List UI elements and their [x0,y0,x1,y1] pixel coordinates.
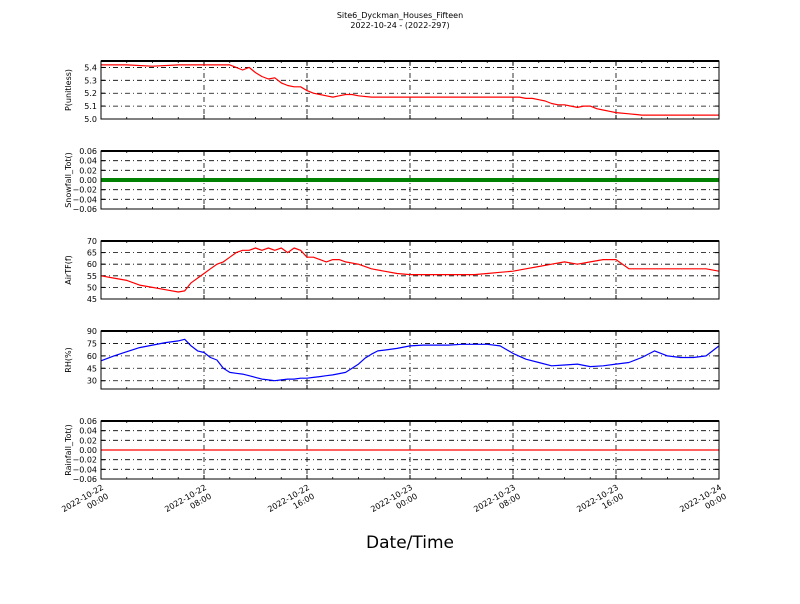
y-tick-label: 45 [87,295,97,304]
y-tick-label: 0.06 [79,417,97,426]
y-tick-label: 5.0 [84,115,97,124]
y-tick-label: 5.3 [84,76,97,85]
series-line-1 [101,64,719,116]
y-tick-label: −0.04 [72,195,97,204]
y-tick-label: −0.02 [72,186,97,195]
x-axis-label: Date/Time [366,533,454,553]
y-tick-label: 55 [87,272,97,281]
y-tick-label: 0.04 [79,157,97,166]
panel-4: 30 45 60 75 90 RH(%) [64,327,720,390]
x-tick-label: 2022-10-2316:00 [575,483,625,523]
y-tick-label: 5.1 [84,102,97,111]
y-axis-label: Rainfall_Tot() [64,424,73,476]
y-tick-label: −0.04 [72,465,97,474]
y-tick-label: 90 [87,327,97,336]
y-axis-label: AirTF(f) [64,255,73,285]
y-tick-label: −0.06 [72,475,97,484]
x-tick-label: 2022-10-2208:00 [163,483,213,523]
panel-2: −0.06−0.04−0.020.000.020.040.06 Snowfall_… [64,147,720,214]
y-tick-label: 75 [87,339,97,348]
y-tick-label: 0.04 [79,427,97,436]
y-tick-label: 45 [87,364,97,373]
y-axis-label: Snowfall_Tot() [64,152,73,208]
x-tick-label: 2022-10-2400:00 [678,483,728,523]
y-tick-label: 30 [87,377,97,386]
y-tick-label: 5.2 [84,89,97,98]
x-tick-label: 2022-10-2300:00 [369,483,419,523]
x-tick-label: 2022-10-2308:00 [472,483,522,523]
y-tick-label: 5.4 [84,63,97,72]
chart-title: Site6_Dyckman_Houses_Fifteen [336,11,464,20]
panel-5: −0.06−0.04−0.020.000.020.040.06 Rainfall_… [64,417,720,484]
panel-1: 5.0 5.1 5.2 5.3 5.4 P(unitless) [64,60,720,124]
y-tick-label: −0.02 [72,456,97,465]
panel-3: 45 50 55 60 65 70 AirTF(f) [64,237,720,304]
x-tick-label: 2022-10-2216:00 [266,483,316,523]
y-tick-label: 0.02 [79,436,97,445]
y-tick-label: 50 [87,283,97,292]
chart-subtitle: 2022-10-24 - (2022-297) [350,21,450,30]
y-tick-label: 0.00 [79,176,97,185]
series-line-4 [100,338,720,382]
y-tick-label: 60 [87,352,97,361]
y-tick-label: 0.06 [79,147,97,156]
y-tick-label: −0.06 [72,205,97,214]
y-tick-label: 0.00 [79,446,97,455]
y-tick-label: 60 [87,260,97,269]
y-axis-label: RH(%) [64,347,73,372]
y-tick-label: 65 [87,249,97,258]
y-tick-label: 0.02 [79,166,97,175]
y-tick-label: 70 [87,237,97,246]
x-tick-label: 2022-10-2200:00 [60,483,110,523]
series-line-3 [100,247,720,293]
y-axis-label: P(unitless) [64,69,73,111]
